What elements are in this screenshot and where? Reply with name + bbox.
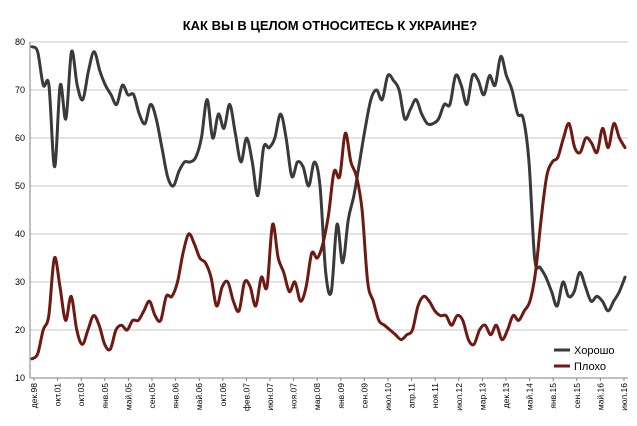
x-tick-label: ноя.07	[289, 383, 299, 409]
x-tick-label: апр.11	[407, 383, 417, 409]
x-tick-label: окт.01	[53, 383, 63, 407]
x-tick-label: янв.06	[171, 383, 181, 409]
x-tick-label: фев.07	[241, 383, 251, 411]
series-line-2	[30, 122, 627, 361]
series-layer	[30, 45, 627, 361]
y-tick-label: 50	[15, 181, 25, 191]
legend-label-1: Хорошо	[574, 345, 615, 357]
x-tick-label: янв.15	[548, 383, 558, 409]
x-tick-label: ноя.11	[430, 383, 440, 408]
x-tick-label: окт.06	[218, 383, 228, 407]
y-tick-label: 20	[15, 325, 25, 335]
x-tick-label: дек.13	[501, 383, 511, 408]
x-tick-label: янв.09	[336, 383, 346, 409]
x-tick-label: мар.13	[477, 383, 487, 410]
axis-layer	[29, 42, 625, 381]
y-tick-labels: 10 20 30 40 50 60 70 80	[15, 37, 25, 383]
y-tick-label: 80	[15, 37, 25, 47]
x-tick-label: май.06	[194, 383, 204, 410]
x-tick-label: сен.09	[359, 383, 369, 409]
x-tick-label: май.14	[525, 383, 535, 410]
y-tick-label: 70	[15, 85, 25, 95]
x-tick-label: дек.98	[29, 383, 39, 408]
series-line-1	[30, 45, 627, 313]
y-tick-label: 40	[15, 229, 25, 239]
x-tick-label: мар.08	[312, 383, 322, 410]
x-tick-label: июн.07	[265, 383, 275, 411]
y-tick-label: 30	[15, 277, 25, 287]
x-tick-label: май.16	[595, 383, 605, 410]
x-tick-labels: дек.98 окт.01 окт.03 янв.05 май.05 сен.05 янв.…	[29, 383, 629, 411]
legend: Хорошо Плохо	[554, 345, 615, 373]
x-tick-label: июл.12	[454, 383, 464, 411]
x-tick-label: сен.05	[147, 383, 157, 409]
x-tick-label: июл.16	[619, 383, 629, 411]
y-tick-label: 60	[15, 133, 25, 143]
grid-layer	[30, 41, 628, 379]
x-tick-label: сен.15	[572, 383, 582, 409]
x-tick-label: окт.03	[76, 383, 86, 407]
x-tick-label: янв.05	[100, 383, 110, 409]
chart-title: КАК ВЫ В ЦЕЛОМ ОТНОСИТЕСЬ К УКРАИНЕ?	[183, 18, 478, 33]
x-tick-label: май.05	[123, 383, 133, 410]
y-tick-label: 10	[15, 373, 25, 383]
legend-label-2: Плохо	[574, 361, 606, 373]
x-tick-label: июл.10	[383, 383, 393, 411]
